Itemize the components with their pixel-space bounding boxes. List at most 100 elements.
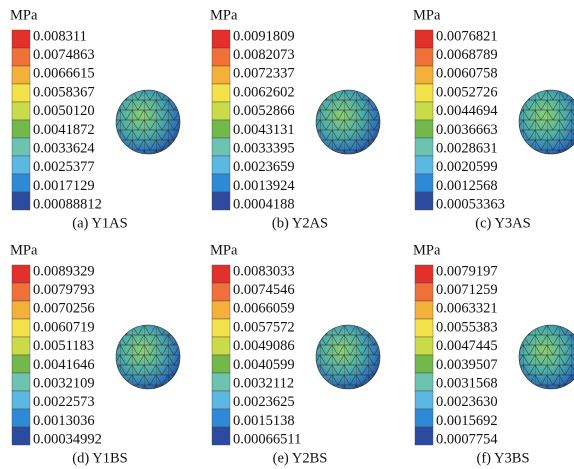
color-swatch <box>212 391 230 409</box>
caption: (d) Y1BS <box>72 450 127 466</box>
scale-label: 0.0022573 <box>33 394 95 410</box>
color-swatch <box>12 337 30 355</box>
color-swatch <box>12 301 30 319</box>
color-swatch <box>415 337 433 355</box>
color-swatch <box>212 373 230 391</box>
scale-label: 0.0066615 <box>33 66 95 82</box>
scale-label: 0.0051183 <box>33 338 94 354</box>
color-swatch <box>415 391 433 409</box>
scale-label: 0.0015138 <box>233 413 295 429</box>
scale-label: 0.0007754 <box>436 432 498 448</box>
color-swatch <box>212 66 230 84</box>
color-swatch <box>415 427 433 445</box>
color-swatch <box>212 120 230 138</box>
scale-label: 0.0066059 <box>233 301 295 317</box>
scale-label: 0.0052866 <box>233 103 295 119</box>
scale-label: 0.00053363 <box>436 197 505 213</box>
caption: (f) Y3BS <box>476 450 529 466</box>
color-swatch <box>415 138 433 156</box>
color-swatch <box>212 355 230 373</box>
scale-label: 0.0068789 <box>436 47 498 63</box>
scale-label: 0.0070256 <box>33 301 95 317</box>
scale-label: 0.0023625 <box>233 394 295 410</box>
color-swatch <box>212 283 230 301</box>
color-swatch <box>415 102 433 120</box>
color-swatch <box>212 265 230 283</box>
color-swatch <box>212 427 230 445</box>
panel: MPa0.00768210.00687890.00607580.00527260… <box>413 7 574 231</box>
sphere-mesh <box>519 90 574 154</box>
color-swatch <box>12 156 30 174</box>
scale-label: 0.0072337 <box>233 66 295 82</box>
scale-label: 0.0049086 <box>233 338 295 354</box>
scale-label: 0.0041646 <box>33 357 95 373</box>
color-swatch <box>212 138 230 156</box>
scale-label: 0.0044694 <box>436 103 498 119</box>
unit-label: MPa <box>10 242 38 258</box>
sphere-mesh <box>316 90 380 154</box>
color-swatch <box>212 192 230 210</box>
color-swatch <box>212 301 230 319</box>
scale-label: 0.0013036 <box>33 413 95 429</box>
color-swatch <box>212 84 230 102</box>
color-swatch <box>12 102 30 120</box>
color-swatch <box>415 48 433 66</box>
scale-label: 0.00034992 <box>33 432 102 448</box>
color-swatch <box>415 66 433 84</box>
color-swatch <box>12 48 30 66</box>
unit-label: MPa <box>210 7 238 23</box>
color-swatch <box>415 355 433 373</box>
scale-label: 0.0023659 <box>233 159 295 175</box>
sphere-mesh <box>519 325 574 389</box>
scale-label: 0.0004188 <box>233 197 295 213</box>
caption: (b) Y2AS <box>272 215 328 231</box>
scale-label: 0.0032112 <box>233 376 294 392</box>
color-swatch <box>212 102 230 120</box>
color-swatch <box>12 66 30 84</box>
sphere-mesh <box>116 325 180 389</box>
scale-label: 0.0055383 <box>436 319 498 335</box>
scale-label: 0.0047445 <box>436 338 498 354</box>
scale-label: 0.0060758 <box>436 66 498 82</box>
color-swatch <box>415 30 433 48</box>
scale-label: 0.0052726 <box>436 84 498 100</box>
color-swatch <box>12 120 30 138</box>
color-swatch <box>212 337 230 355</box>
color-swatch <box>12 355 30 373</box>
color-swatch <box>415 319 433 337</box>
scale-label: 0.0040599 <box>233 357 295 373</box>
scale-label: 0.0050120 <box>33 103 95 119</box>
scale-label: 0.0076821 <box>436 28 498 44</box>
color-swatch <box>415 84 433 102</box>
scale-label: 0.0031568 <box>436 376 498 392</box>
panel: MPa0.00918090.00820730.00723370.00626020… <box>210 7 380 231</box>
color-swatch <box>12 427 30 445</box>
color-swatch <box>415 156 433 174</box>
scale-label: 0.0071259 <box>436 282 498 298</box>
scale-label: 0.0043131 <box>233 122 295 138</box>
color-swatch <box>12 391 30 409</box>
unit-label: MPa <box>413 242 441 258</box>
scale-label: 0.00088812 <box>33 197 102 213</box>
scale-label: 0.0079197 <box>436 263 498 279</box>
scale-label: 0.0089329 <box>33 263 95 279</box>
color-swatch <box>415 192 433 210</box>
scale-label: 0.0074863 <box>33 47 95 63</box>
figure: MPa0.0083110.00748630.00666150.00583670.… <box>0 0 574 469</box>
scale-label: 0.0079793 <box>33 282 95 298</box>
caption: (e) Y2BS <box>273 450 328 466</box>
scale-label: 0.0036663 <box>436 122 498 138</box>
color-swatch <box>12 192 30 210</box>
sphere-mesh <box>116 90 180 154</box>
scale-label: 0.0017129 <box>33 178 95 194</box>
scale-label: 0.0025377 <box>33 159 95 175</box>
scale-label: 0.0062602 <box>233 84 295 100</box>
caption: (c) Y3AS <box>475 215 530 231</box>
scale-label: 0.0033395 <box>233 141 295 157</box>
color-swatch <box>12 373 30 391</box>
color-swatch <box>12 174 30 192</box>
scale-label: 0.00066511 <box>233 432 301 448</box>
scale-label: 0.008311 <box>33 28 87 44</box>
scale-label: 0.0041872 <box>33 122 95 138</box>
color-swatch <box>415 373 433 391</box>
